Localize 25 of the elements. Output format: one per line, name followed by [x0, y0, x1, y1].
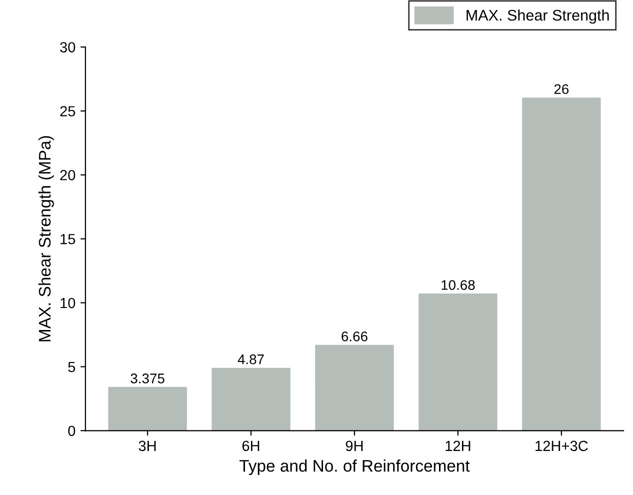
bar: [212, 368, 290, 431]
data-label: 6.66: [342, 332, 368, 342]
y-tick-label: 25: [60, 106, 76, 116]
y-tick-label: 10: [60, 298, 76, 308]
x-tick-label: 12H: [446, 440, 470, 451]
bar: [315, 344, 394, 431]
y-tick-label: 15: [60, 234, 76, 244]
x-tick-label: 12H+3C: [536, 440, 588, 452]
x-axis-title: Type and No. of Reinforcement: [240, 460, 470, 476]
y-tick-label: 0: [68, 426, 76, 436]
x-tick-label: 6H: [242, 440, 260, 452]
bar: [108, 386, 187, 431]
bar: [418, 294, 498, 431]
data-label: 10.68: [442, 280, 475, 290]
data-label: 3.375: [130, 374, 164, 384]
bar: [522, 98, 601, 431]
data-label: 4.87: [238, 354, 264, 364]
y-tick-label: 20: [60, 170, 76, 180]
data-label: 26: [554, 84, 569, 94]
y-axis-title: MAX. Shear Strength (MPa): [38, 136, 54, 342]
x-tick-label: 3H: [138, 440, 156, 452]
y-tick-label: 30: [60, 42, 76, 52]
y-tick-label: 5: [68, 362, 76, 372]
x-tick-label: 9H: [346, 440, 363, 452]
legend-label: MAX. Shear Strength: [466, 9, 609, 24]
